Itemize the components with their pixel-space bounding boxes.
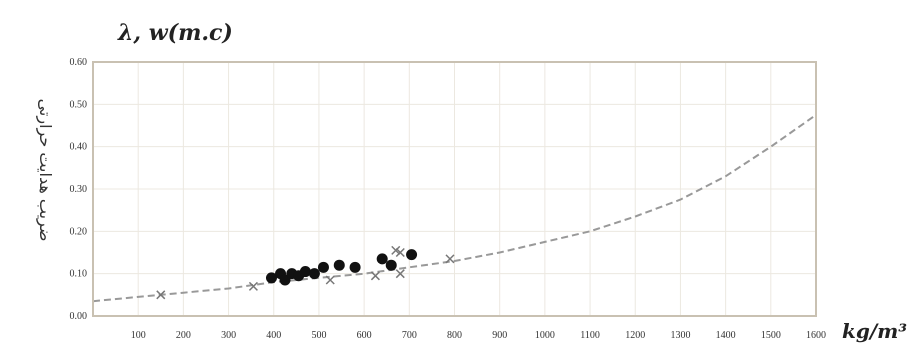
trend-curve [92, 114, 817, 303]
x-tick-12: 1300 [670, 330, 690, 341]
data-points [156, 245, 455, 300]
y-tick-5: 0.50 [70, 99, 88, 110]
cross-point-6 [395, 269, 405, 279]
dot-point-7 [317, 261, 329, 273]
cross-point-5 [395, 247, 405, 258]
x-axis-unit: kg/m³ [842, 319, 907, 343]
cross-point-4 [391, 245, 401, 255]
grid [93, 61, 817, 317]
y-tick-2: 0.20 [70, 226, 88, 237]
x-tick-3: 400 [266, 330, 281, 341]
x-tick-5: 600 [357, 330, 372, 341]
x-tick-4: 500 [311, 330, 326, 341]
x-tick-15: 1600 [806, 330, 826, 341]
dot-point-6 [308, 268, 320, 280]
y-tick-4: 0.40 [70, 142, 88, 153]
cross-point-1 [248, 281, 258, 291]
x-tick-9: 1000 [535, 330, 555, 341]
x-tick-13: 1400 [716, 330, 736, 341]
y-tick-3: 0.30 [70, 184, 88, 195]
y-tick-1: 0.10 [70, 269, 88, 280]
dot-point-11 [385, 259, 397, 271]
dot-point-12 [406, 249, 418, 261]
cross-point-7 [445, 254, 455, 264]
dot-point-9 [349, 261, 361, 273]
y-tick-6: 0.60 [70, 57, 88, 68]
x-tick-8: 900 [492, 330, 507, 341]
cross-point-0 [156, 290, 166, 300]
dot-point-8 [333, 259, 345, 271]
dot-point-10 [376, 253, 388, 265]
cross-point-2 [325, 275, 335, 285]
x-tick-1: 200 [176, 330, 191, 341]
cross-point-3 [370, 271, 380, 281]
y-tick-labels: 0.00 0.10 0.20 0.30 0.40 0.50 0.60 [70, 57, 88, 322]
y-axis-label: ضریب هدایت حرارتی [35, 99, 55, 242]
chart-title: λ, w(m.c) [117, 20, 233, 46]
dot-point-5 [299, 266, 311, 278]
x-tick-11: 1200 [625, 330, 645, 341]
dot-point-0 [265, 272, 277, 284]
x-tick-10: 1100 [580, 330, 600, 341]
x-tick-6: 700 [402, 330, 417, 341]
x-tick-14: 1500 [761, 330, 781, 341]
plot-frame [92, 61, 817, 317]
x-tick-7: 800 [447, 330, 462, 341]
x-tick-labels: 100 200 300 400 500 600 700 800 900 1000 1100 1200 1… [131, 330, 826, 341]
x-tick-2: 300 [221, 330, 236, 341]
y-tick-0: 0.00 [70, 311, 88, 322]
x-tick-0: 100 [131, 330, 146, 341]
